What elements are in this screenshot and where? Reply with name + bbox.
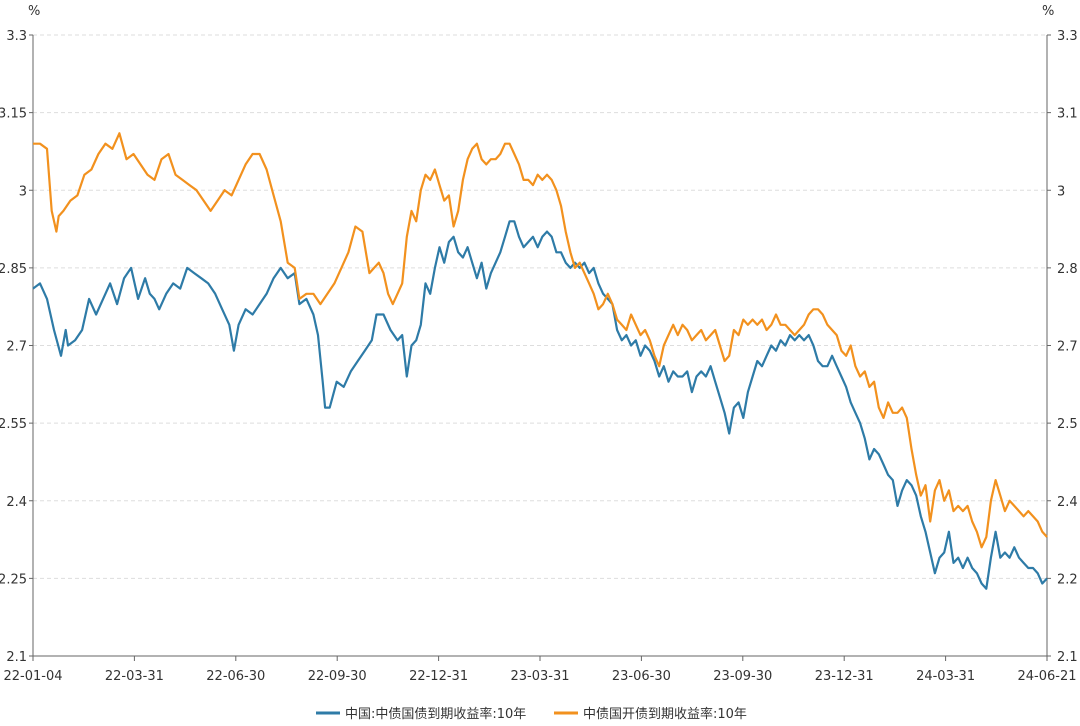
left-tick-label: 2.85 [0, 262, 27, 277]
x-tick-label: 24-03-31 [916, 669, 975, 684]
left-tick-label: 3.15 [0, 107, 27, 122]
legend-label-cdb-10y: 中债国开债到期收益率:10年 [583, 706, 747, 722]
right-tick-label: 3.3 [1057, 29, 1078, 44]
gridlines [33, 34, 1047, 579]
right-tick-label: 3 [1057, 184, 1065, 199]
right-axis-ticks: 3.3 3.1 3 2.8 2.7 2.5 2.4 2.2 2.1 [1047, 29, 1078, 665]
legend-label-cgb-10y: 中国:中债国债到期收益率:10年 [345, 706, 526, 722]
series-line-1 [33, 132, 1048, 549]
right-axis-unit: % [1042, 4, 1054, 19]
right-tick-label: 2.4 [1057, 495, 1078, 510]
right-tick-label: 2.5 [1057, 417, 1078, 432]
left-tick-label: 3.3 [6, 29, 27, 44]
legend-item-cgb-10y[interactable]: 中国:中债国债到期收益率:10年 [316, 706, 526, 722]
x-axis-ticks: 22-01-04 22-03-31 22-06-30 22-09-30 22-12-31… [3, 656, 1077, 684]
x-tick-label: 22-01-04 [3, 669, 62, 684]
left-axis-ticks: 3.3 3.15 3 2.85 2.7 2.55 2.4 2.25 2.1 [0, 29, 33, 665]
x-tick-label: 23-09-30 [713, 669, 772, 684]
right-tick-label: 2.8 [1057, 262, 1078, 277]
x-tick-label: 22-09-30 [308, 669, 367, 684]
left-tick-label: 2.55 [0, 417, 27, 432]
x-tick-label: 23-12-31 [815, 669, 874, 684]
left-tick-label: 3 [19, 184, 27, 199]
left-tick-label: 2.4 [6, 495, 27, 510]
right-tick-label: 2.1 [1057, 650, 1078, 665]
right-tick-label: 3.1 [1057, 107, 1078, 122]
left-tick-label: 2.7 [6, 340, 27, 355]
right-tick-label: 2.2 [1057, 572, 1078, 587]
series-layer [32, 132, 1048, 590]
x-tick-label: 22-03-31 [105, 669, 164, 684]
x-tick-label: 22-12-31 [409, 669, 468, 684]
left-tick-label: 2.25 [0, 572, 27, 587]
series-line-0 [32, 220, 1048, 590]
legend-item-cdb-10y[interactable]: 中债国开债到期收益率:10年 [554, 706, 747, 722]
legend: 中国:中债国债到期收益率:10年 中债国开债到期收益率:10年 [316, 706, 747, 722]
x-tick-label: 24-06-21 [1017, 669, 1076, 684]
left-tick-label: 2.1 [6, 650, 27, 665]
right-tick-label: 2.7 [1057, 340, 1078, 355]
x-tick-label: 22-06-30 [206, 669, 265, 684]
x-tick-label: 23-06-30 [612, 669, 671, 684]
x-tick-label: 23-03-31 [510, 669, 569, 684]
left-axis-unit: % [28, 4, 40, 19]
